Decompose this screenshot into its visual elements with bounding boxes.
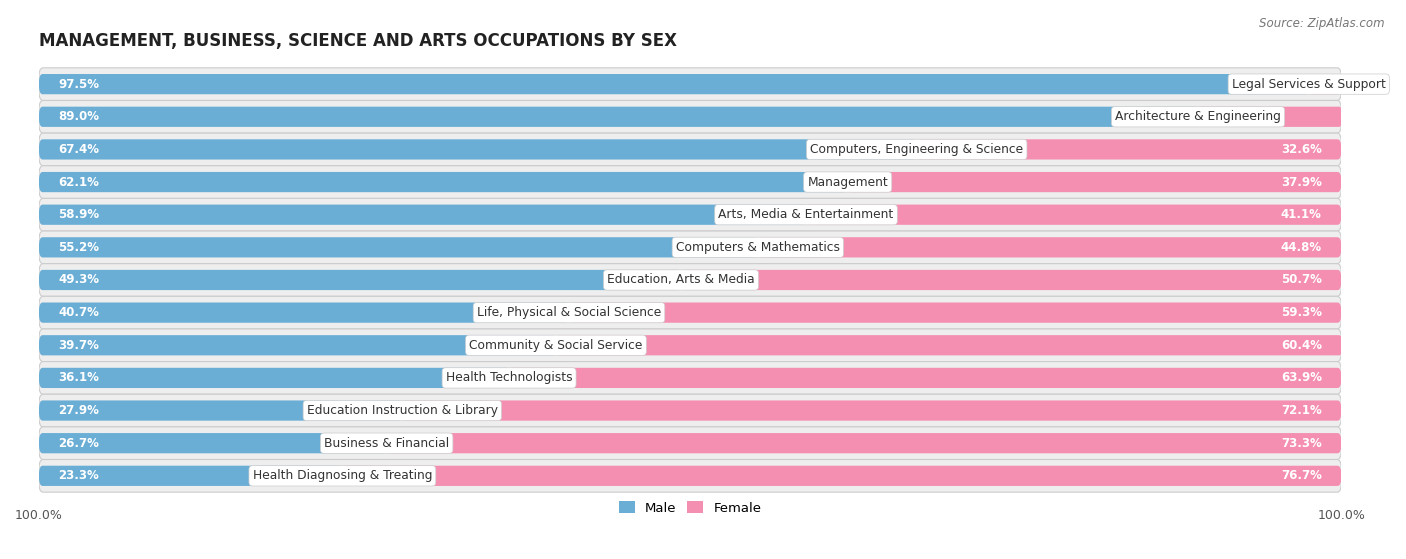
Text: 97.5%: 97.5% bbox=[59, 78, 100, 91]
FancyBboxPatch shape bbox=[39, 107, 1198, 127]
Text: Education, Arts & Media: Education, Arts & Media bbox=[607, 273, 755, 286]
Text: Business & Financial: Business & Financial bbox=[325, 437, 450, 449]
FancyBboxPatch shape bbox=[39, 133, 1341, 165]
Text: 59.3%: 59.3% bbox=[1281, 306, 1322, 319]
FancyBboxPatch shape bbox=[848, 172, 1341, 192]
FancyBboxPatch shape bbox=[39, 368, 509, 388]
FancyBboxPatch shape bbox=[39, 400, 402, 421]
FancyBboxPatch shape bbox=[555, 335, 1343, 356]
FancyBboxPatch shape bbox=[806, 205, 1341, 225]
Text: Community & Social Service: Community & Social Service bbox=[470, 339, 643, 352]
Text: 76.7%: 76.7% bbox=[1281, 470, 1322, 482]
Text: 49.3%: 49.3% bbox=[59, 273, 100, 286]
FancyBboxPatch shape bbox=[39, 165, 1341, 198]
Text: Management: Management bbox=[807, 176, 889, 188]
Text: Computers, Engineering & Science: Computers, Engineering & Science bbox=[810, 143, 1024, 156]
FancyBboxPatch shape bbox=[758, 237, 1341, 258]
FancyBboxPatch shape bbox=[569, 302, 1341, 323]
Text: 55.2%: 55.2% bbox=[59, 241, 100, 254]
FancyBboxPatch shape bbox=[39, 101, 1341, 133]
FancyBboxPatch shape bbox=[343, 466, 1341, 486]
Text: 50.7%: 50.7% bbox=[1281, 273, 1322, 286]
FancyBboxPatch shape bbox=[39, 335, 555, 356]
Text: Health Technologists: Health Technologists bbox=[446, 371, 572, 385]
Text: 41.1%: 41.1% bbox=[1281, 208, 1322, 221]
FancyBboxPatch shape bbox=[39, 264, 1341, 296]
FancyBboxPatch shape bbox=[39, 172, 848, 192]
Text: 58.9%: 58.9% bbox=[59, 208, 100, 221]
FancyBboxPatch shape bbox=[39, 302, 569, 323]
FancyBboxPatch shape bbox=[39, 329, 1341, 362]
Text: Life, Physical & Social Science: Life, Physical & Social Science bbox=[477, 306, 661, 319]
FancyBboxPatch shape bbox=[681, 270, 1341, 290]
Text: 44.8%: 44.8% bbox=[1281, 241, 1322, 254]
Text: Computers & Mathematics: Computers & Mathematics bbox=[676, 241, 839, 254]
FancyBboxPatch shape bbox=[39, 296, 1341, 329]
FancyBboxPatch shape bbox=[39, 466, 343, 486]
FancyBboxPatch shape bbox=[39, 433, 387, 453]
FancyBboxPatch shape bbox=[39, 237, 758, 258]
Text: 72.1%: 72.1% bbox=[1281, 404, 1322, 417]
Text: Education Instruction & Library: Education Instruction & Library bbox=[307, 404, 498, 417]
Text: Arts, Media & Entertainment: Arts, Media & Entertainment bbox=[718, 208, 894, 221]
Text: 26.7%: 26.7% bbox=[59, 437, 100, 449]
Text: Source: ZipAtlas.com: Source: ZipAtlas.com bbox=[1260, 17, 1385, 30]
FancyBboxPatch shape bbox=[387, 433, 1341, 453]
FancyBboxPatch shape bbox=[402, 400, 1341, 421]
Text: Architecture & Engineering: Architecture & Engineering bbox=[1115, 110, 1281, 124]
Text: 60.4%: 60.4% bbox=[1281, 339, 1322, 352]
Text: 32.6%: 32.6% bbox=[1281, 143, 1322, 156]
Text: 73.3%: 73.3% bbox=[1281, 437, 1322, 449]
FancyBboxPatch shape bbox=[1198, 107, 1343, 127]
FancyBboxPatch shape bbox=[39, 198, 1341, 231]
FancyBboxPatch shape bbox=[39, 68, 1341, 101]
FancyBboxPatch shape bbox=[39, 139, 917, 159]
FancyBboxPatch shape bbox=[917, 139, 1341, 159]
FancyBboxPatch shape bbox=[39, 231, 1341, 264]
Text: 62.1%: 62.1% bbox=[59, 176, 100, 188]
FancyBboxPatch shape bbox=[39, 427, 1341, 459]
Text: 23.3%: 23.3% bbox=[59, 470, 100, 482]
Legend: Male, Female: Male, Female bbox=[613, 496, 766, 520]
FancyBboxPatch shape bbox=[39, 205, 806, 225]
Text: Health Diagnosing & Treating: Health Diagnosing & Treating bbox=[253, 470, 432, 482]
FancyBboxPatch shape bbox=[1309, 74, 1341, 94]
Text: 27.9%: 27.9% bbox=[59, 404, 100, 417]
FancyBboxPatch shape bbox=[39, 270, 681, 290]
FancyBboxPatch shape bbox=[39, 394, 1341, 427]
FancyBboxPatch shape bbox=[509, 368, 1341, 388]
Text: 2.5%: 2.5% bbox=[1272, 78, 1302, 91]
Text: MANAGEMENT, BUSINESS, SCIENCE AND ARTS OCCUPATIONS BY SEX: MANAGEMENT, BUSINESS, SCIENCE AND ARTS O… bbox=[39, 32, 676, 50]
FancyBboxPatch shape bbox=[39, 74, 1309, 94]
Text: Legal Services & Support: Legal Services & Support bbox=[1232, 78, 1386, 91]
FancyBboxPatch shape bbox=[39, 362, 1341, 394]
Text: 36.1%: 36.1% bbox=[59, 371, 100, 385]
Text: 40.7%: 40.7% bbox=[59, 306, 100, 319]
FancyBboxPatch shape bbox=[39, 459, 1341, 492]
Text: 63.9%: 63.9% bbox=[1281, 371, 1322, 385]
Text: 11.1%: 11.1% bbox=[1154, 110, 1191, 124]
Text: 67.4%: 67.4% bbox=[59, 143, 100, 156]
Text: 89.0%: 89.0% bbox=[59, 110, 100, 124]
Text: 39.7%: 39.7% bbox=[59, 339, 100, 352]
Text: 37.9%: 37.9% bbox=[1281, 176, 1322, 188]
